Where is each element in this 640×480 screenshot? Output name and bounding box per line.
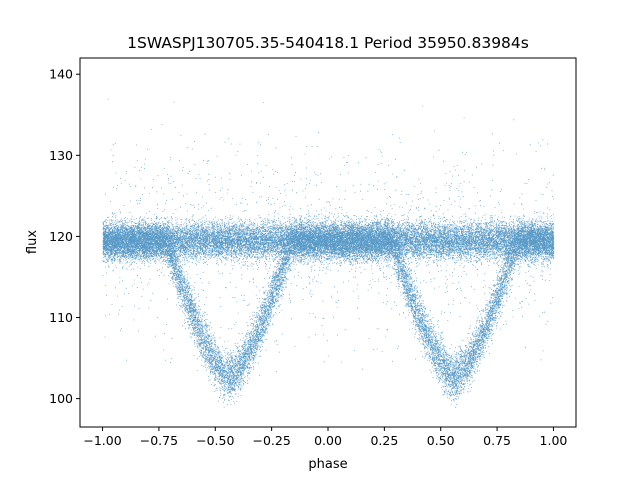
x-tick-label: 0.00 bbox=[314, 433, 342, 448]
y-tick-label: 110 bbox=[49, 310, 73, 325]
scatter-points bbox=[102, 98, 555, 408]
y-tick-label: 140 bbox=[49, 67, 73, 82]
y-tick-label: 130 bbox=[49, 148, 73, 163]
x-tick-label: 0.50 bbox=[427, 433, 455, 448]
y-tick-label: 120 bbox=[49, 229, 73, 244]
y-tick-label: 100 bbox=[49, 391, 73, 406]
x-tick-label: 1.00 bbox=[540, 433, 568, 448]
x-tick-label: 0.75 bbox=[483, 433, 511, 448]
x-axis-ticks: −1.00 −0.75 −0.50 −0.25 0.00 0.25 0.50 0.75 1.00 bbox=[83, 427, 567, 448]
x-tick-label: 0.25 bbox=[370, 433, 398, 448]
x-tick-label: −0.50 bbox=[196, 433, 234, 448]
x-tick-label: −0.75 bbox=[140, 433, 178, 448]
scatter-point-cloud bbox=[102, 98, 555, 408]
y-axis-ticks: 100 110 120 130 140 bbox=[49, 67, 80, 406]
x-tick-label: −0.25 bbox=[252, 433, 290, 448]
chart-title: 1SWASPJ130705.35-540418.1 Period 35950.8… bbox=[127, 34, 529, 52]
x-tick-label: −1.00 bbox=[83, 433, 121, 448]
x-axis-label: phase bbox=[308, 457, 347, 472]
y-axis-label: flux bbox=[25, 230, 40, 254]
